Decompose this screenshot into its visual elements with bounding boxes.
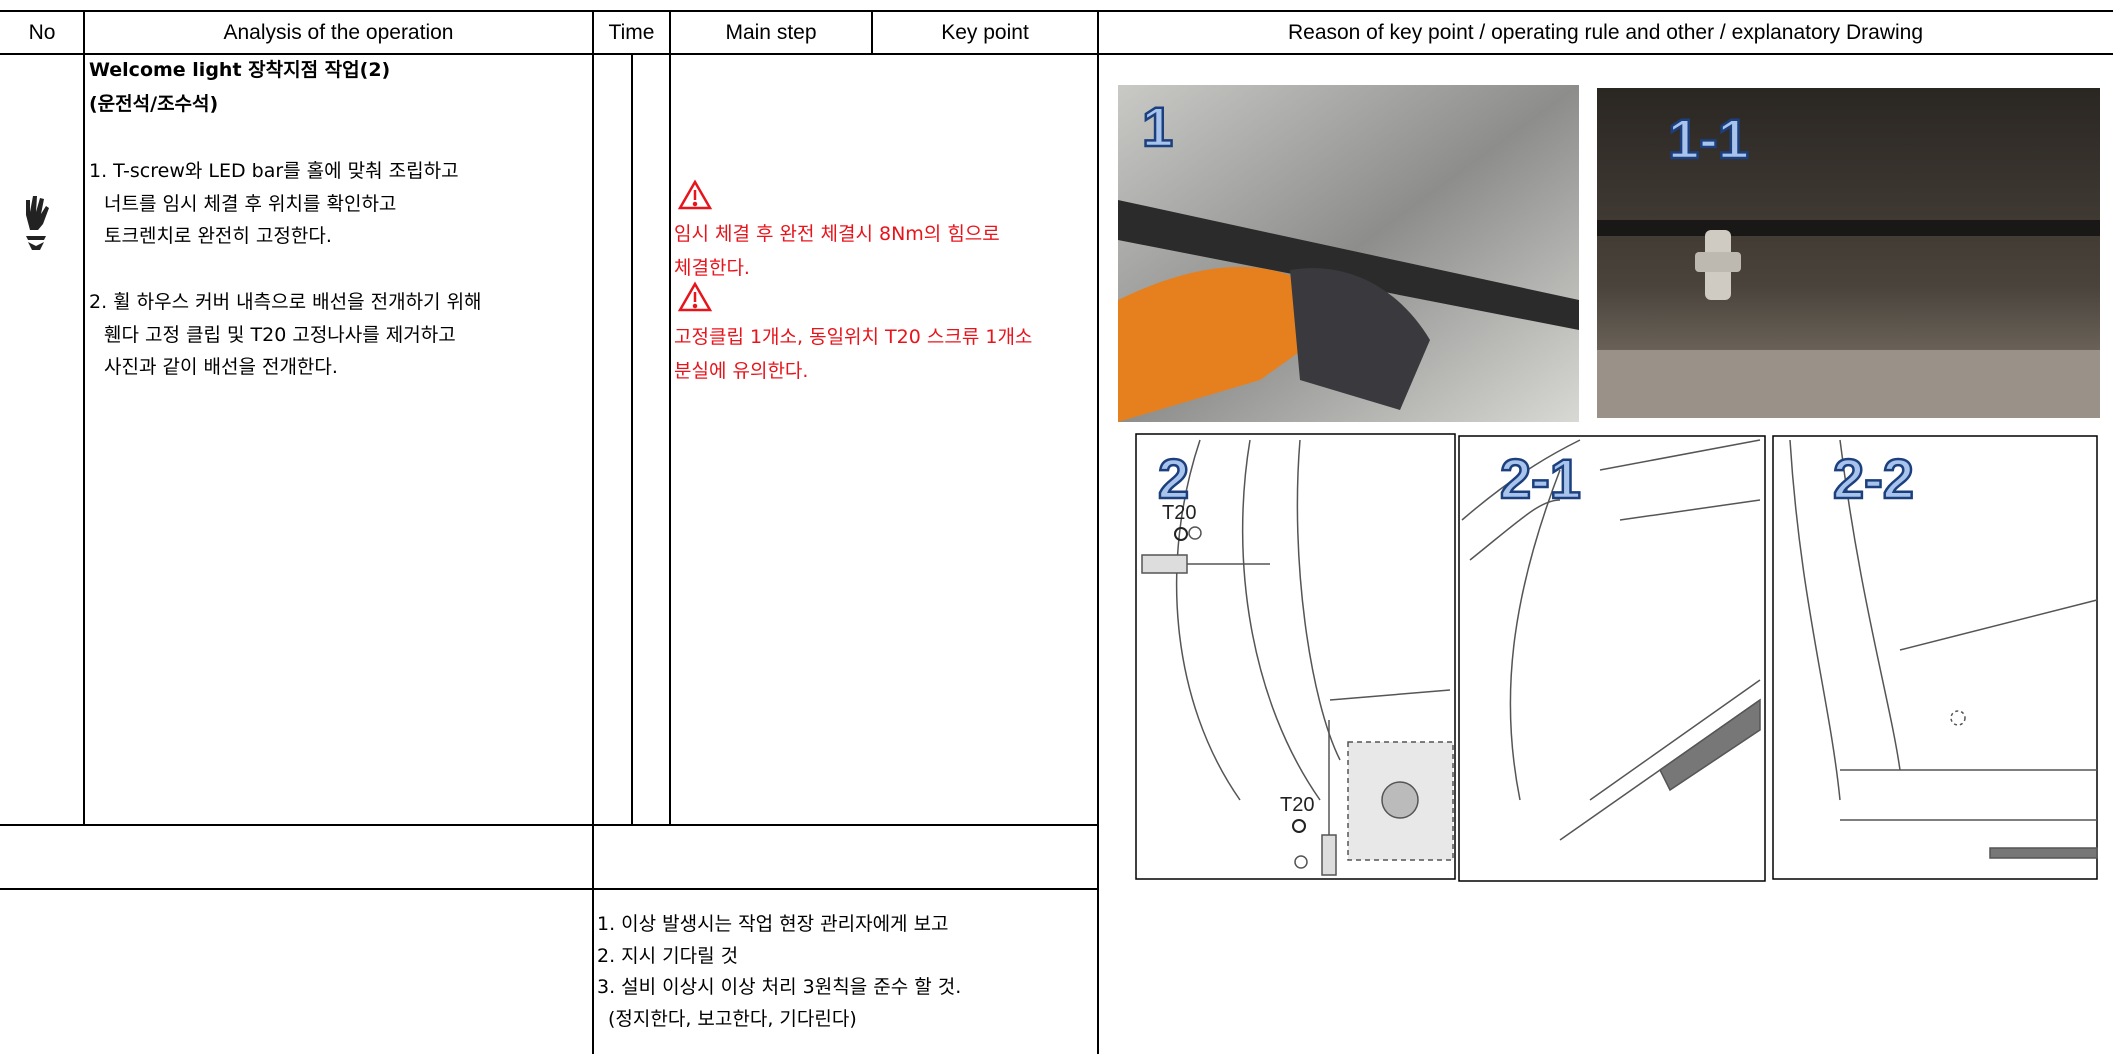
figure-label: 1 <box>1142 95 1173 158</box>
column-header: Key point <box>941 21 1029 44</box>
figure-label: 2-1 <box>1500 447 1581 510</box>
operation-title: (운전석/조수석) <box>89 93 219 115</box>
photo-1 <box>1118 85 1579 422</box>
figure-label: 1-1 <box>1668 107 1749 170</box>
drawing-2 <box>1135 433 1456 880</box>
column-header: No <box>28 21 56 44</box>
column-header: Main step <box>725 21 817 44</box>
key-point-warning: 분실에 유의한다. <box>674 360 809 382</box>
key-point-warning: 고정클립 1개소, 동일위치 T20 스크류 1개소 <box>674 326 1033 348</box>
callout-label: T20 <box>1162 502 1196 524</box>
column-header: Time <box>608 21 655 44</box>
operation-step: 휀다 고정 클립 및 T20 고정나사를 제거하고 <box>104 323 456 346</box>
drawing-2-2 <box>1772 435 2098 880</box>
column-header: Analysis of the operation <box>223 21 454 44</box>
abnormality-rule: 1. 이상 발생시는 작업 현장 관리자에게 보고 <box>597 913 949 935</box>
warning-icon <box>677 179 713 210</box>
key-point-warning: 체결한다. <box>674 257 750 279</box>
figure-label: 2 <box>1158 447 1189 510</box>
photo-1-1 <box>1597 88 2100 418</box>
key-point-warning: 임시 체결 후 완전 체결시 8Nm의 힘으로 <box>674 223 1000 245</box>
operation-title: Welcome light 장착지점 작업(2) <box>89 59 391 81</box>
operation-step: 너트를 임시 체결 후 위치를 확인하고 <box>104 192 397 215</box>
abnormality-rule: 3. 설비 이상시 이상 처리 3원칙을 준수 할 것. <box>597 976 962 998</box>
drawing-2-1 <box>1458 435 1766 882</box>
operation-step: 1. T-screw와 LED bar를 홀에 맞춰 조립하고 <box>89 160 459 182</box>
torx-icon <box>1174 527 1188 541</box>
warning-icon <box>677 281 713 312</box>
operation-step: 토크렌치로 완전히 고정한다. <box>104 225 332 247</box>
abnormality-rule: (정지한다, 보고한다, 기다린다) <box>608 1007 857 1030</box>
table-borders <box>0 10 2113 1054</box>
column-header: Reason of key point / operating rule and… <box>1287 21 1924 44</box>
hand-icon <box>26 196 49 250</box>
operation-step: 사진과 같이 배선을 전개한다. <box>104 356 338 378</box>
callout-label: T20 <box>1280 794 1314 816</box>
abnormality-rule: 2. 지시 기다릴 것 <box>597 944 739 967</box>
operation-step: 2. 휠 하우스 커버 내측으로 배선을 전개하기 위해 <box>89 291 482 313</box>
torx-icon <box>1292 819 1306 833</box>
figure-label: 2-2 <box>1833 447 1914 510</box>
